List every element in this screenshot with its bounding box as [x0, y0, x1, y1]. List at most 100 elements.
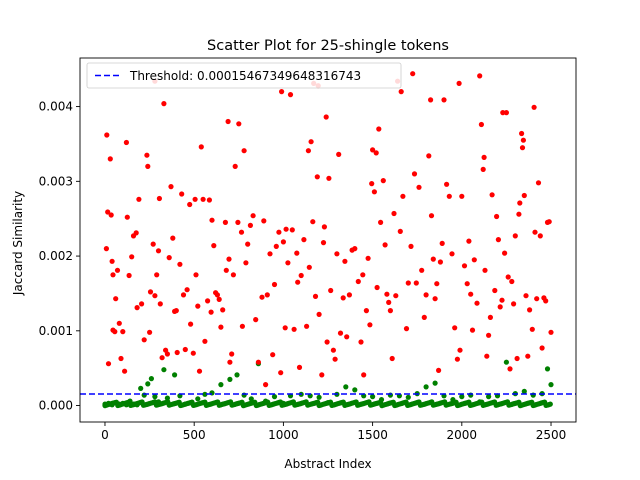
point-above-threshold — [537, 233, 543, 239]
point-below-threshold — [218, 382, 224, 388]
point-above-threshold — [400, 193, 406, 199]
point-above-threshold — [314, 174, 320, 180]
point-above-threshold — [323, 114, 329, 120]
point-below-threshold — [145, 381, 151, 387]
point-above-threshold — [369, 181, 375, 187]
point-above-threshold — [519, 145, 526, 151]
point-above-threshold — [517, 200, 523, 206]
point-above-threshold — [145, 163, 151, 169]
point-below-threshold — [188, 400, 194, 406]
point-below-threshold — [477, 399, 483, 405]
x-tick-label: 1500 — [357, 428, 388, 442]
point-above-threshold — [225, 118, 231, 125]
point-above-threshold — [505, 274, 511, 280]
point-above-threshold — [180, 292, 187, 298]
point-above-threshold — [380, 178, 386, 184]
point-above-threshold — [209, 217, 215, 223]
point-above-threshold — [519, 130, 525, 137]
point-above-threshold — [361, 372, 367, 378]
point-above-threshold — [236, 121, 242, 127]
point-above-threshold — [512, 233, 518, 239]
point-above-threshold — [229, 351, 235, 357]
point-above-threshold — [408, 243, 414, 249]
point-below-threshold — [352, 387, 358, 393]
point-above-threshold — [214, 292, 220, 298]
point-below-threshold — [127, 398, 133, 404]
point-above-threshold — [426, 153, 432, 159]
point-above-threshold — [294, 250, 300, 256]
point-below-threshold — [370, 394, 376, 400]
point-above-threshold — [283, 226, 289, 232]
point-above-threshold — [452, 325, 458, 331]
point-above-threshold — [282, 325, 288, 331]
point-below-threshold — [202, 391, 208, 397]
chart-title: Scatter Plot for 25-shingle tokens — [207, 38, 449, 54]
point-above-threshold — [319, 372, 325, 378]
point-above-threshold — [227, 359, 233, 365]
legend-box — [86, 62, 402, 89]
point-below-threshold — [486, 394, 492, 400]
point-above-threshold — [481, 154, 487, 160]
point-below-threshold — [544, 366, 551, 372]
point-above-threshold — [360, 272, 366, 278]
point-above-threshold — [223, 267, 229, 273]
point-above-threshold — [253, 317, 259, 323]
point-above-threshold — [144, 152, 150, 158]
point-above-threshold — [211, 243, 217, 249]
point-above-threshold — [534, 296, 540, 302]
x-tick-label: 2500 — [536, 428, 567, 442]
point-below-threshold — [316, 394, 322, 400]
point-above-threshold — [320, 240, 327, 246]
point-above-threshold — [133, 230, 139, 236]
point-below-threshold — [234, 372, 240, 378]
point-above-threshold — [525, 353, 531, 359]
point-above-threshold — [330, 347, 336, 353]
point-above-threshold — [365, 255, 371, 261]
point-above-threshold — [235, 219, 241, 225]
point-above-threshold — [310, 219, 316, 225]
y-axis-label: Jaccard Similarity — [11, 191, 25, 296]
point-above-threshold — [259, 294, 265, 300]
point-below-threshold — [280, 400, 286, 406]
point-below-threshold — [134, 402, 140, 408]
point-below-threshold — [182, 401, 188, 407]
point-above-threshold — [109, 258, 115, 264]
point-above-threshold — [155, 248, 162, 254]
point-above-threshold — [344, 334, 350, 340]
point-below-threshold — [263, 398, 269, 404]
point-above-threshold — [182, 346, 188, 353]
point-above-threshold — [469, 327, 476, 333]
point-above-threshold — [104, 132, 110, 138]
point-above-threshold — [114, 267, 121, 273]
point-above-threshold — [337, 330, 344, 336]
point-above-threshold — [497, 304, 503, 310]
point-below-threshold — [164, 395, 170, 401]
point-above-threshold — [471, 257, 477, 263]
point-above-threshold — [187, 201, 193, 208]
y-tick-label: 0.000 — [39, 399, 73, 413]
point-above-threshold — [531, 104, 537, 110]
point-above-threshold — [500, 110, 506, 116]
point-above-threshold — [489, 192, 495, 198]
point-above-threshold — [516, 211, 522, 217]
point-above-threshold — [441, 97, 447, 103]
point-above-threshold — [352, 246, 358, 252]
point-below-threshold — [152, 394, 158, 400]
point-above-threshold — [190, 350, 196, 356]
point-above-threshold — [484, 353, 490, 359]
point-above-threshold — [342, 258, 348, 264]
point-above-threshold — [166, 255, 172, 261]
point-above-threshold — [503, 110, 509, 116]
point-below-threshold — [432, 380, 438, 386]
point-below-threshold — [195, 396, 201, 402]
point-above-threshold — [202, 338, 208, 344]
legend-threshold-label: Threshold: 0.00015467349648316743 — [129, 69, 361, 83]
point-above-threshold — [421, 314, 427, 320]
point-above-threshold — [103, 246, 109, 252]
point-above-threshold — [139, 301, 145, 307]
point-above-threshold — [161, 101, 167, 107]
point-above-threshold — [446, 193, 452, 199]
point-below-threshold — [161, 367, 167, 373]
x-tick-label: 0 — [101, 428, 109, 442]
point-above-threshold — [296, 364, 303, 370]
